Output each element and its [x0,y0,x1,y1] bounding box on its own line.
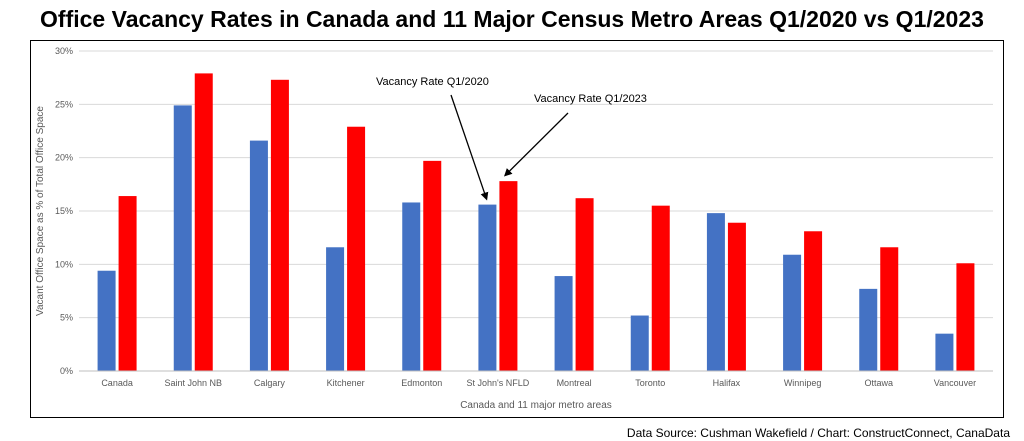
source-note: Data Source: Cushman Wakefield / Chart: … [626,426,1010,440]
y-tick-label: 30% [55,46,73,56]
chart-frame: 0% 5% 10% 15% 20% 25% 30% Canada Saint John NB Ca… [30,40,1004,418]
annotation-label: Vacancy Rate Q1/2020 [376,76,489,88]
bar-series-1 [402,202,421,371]
bar-series-1 [554,276,573,371]
x-tick-label: Saint John NB [164,378,222,388]
bar-series-2 [575,198,594,371]
bar-series-1 [859,288,878,371]
y-tick-label: 20% [55,153,73,163]
annotations: Vacancy Rate Q1/2020 Vacancy Rate Q1/2023 [376,76,647,201]
bar-series-2 [880,247,899,371]
bar-series-2 [651,205,670,371]
bar-series-1 [326,247,345,371]
bar-series-1 [173,105,192,372]
x-tick-label: St John's NFLD [467,378,530,388]
x-axis-title: Canada and 11 major metro areas [460,400,612,411]
x-tick-label: Montreal [557,378,592,388]
y-axis-title: Vacant Office Space as % of Total Office… [35,106,46,316]
bar-series-1 [249,140,268,371]
y-tick-label: 15% [55,206,73,216]
y-tick-label: 5% [60,313,73,323]
y-tick-label: 25% [55,99,73,109]
bar-series-2 [804,231,823,371]
x-tick-label: Toronto [635,378,665,388]
bar-series-1 [478,204,497,371]
x-tick-label: Halifax [713,378,741,388]
bar-series-1 [783,254,802,371]
x-tick-label: Vancouver [934,378,976,388]
bar-series-2 [423,160,442,371]
x-tick-label: Winnipeg [784,378,822,388]
bar-series-1 [935,333,954,371]
annotation-arrow [450,94,489,201]
bar-series-2 [727,222,746,371]
y-tick-label: 0% [60,366,73,376]
bar-chart: 0% 5% 10% 15% 20% 25% 30% Canada Saint John NB Ca… [35,46,993,411]
bar-series-2 [194,73,213,372]
x-tick-label: Calgary [254,378,286,388]
bar-series-2 [499,181,518,371]
bar-series-1 [97,270,116,371]
axes: 0% 5% 10% 15% 20% 25% 30% Canada Saint John NB Ca… [35,46,993,411]
bars [97,73,975,372]
bar-series-2 [956,263,975,371]
annotation-arrow [503,112,569,177]
x-tick-label: Edmonton [401,378,442,388]
y-tick-label: 10% [55,259,73,269]
grid-lines [79,50,993,319]
bar-series-2 [118,196,137,371]
bar-series-2 [270,79,289,372]
bar-series-1 [630,315,649,371]
chart-title: Office Vacancy Rates in Canada and 11 Ma… [40,6,984,32]
annotation-label: Vacancy Rate Q1/2023 [534,93,647,105]
bar-series-1 [706,213,725,371]
bar-series-2 [347,126,366,371]
x-tick-label: Canada [101,378,133,388]
x-tick-label: Ottawa [864,378,893,388]
x-tick-label: Kitchener [327,378,365,388]
